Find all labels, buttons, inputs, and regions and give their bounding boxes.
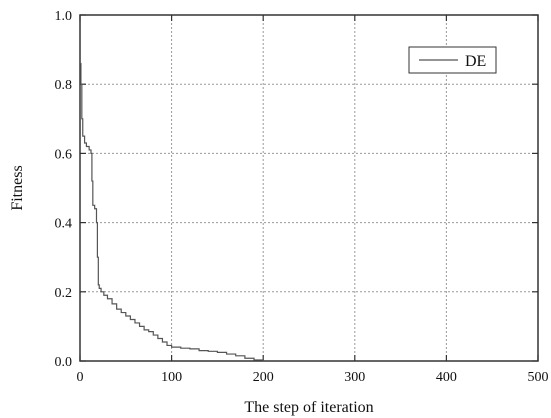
y-tick-label: 1.0: [55, 9, 73, 24]
y-axis-title: Fitness: [9, 165, 26, 210]
y-tick-label: 0.8: [55, 78, 73, 93]
x-tick-label: 100: [161, 370, 182, 385]
x-tick-label: 300: [344, 370, 365, 385]
y-tick-label: 0.4: [55, 217, 73, 232]
y-tick-labels: 0.0 0.2 0.4 0.6 0.8 1.0: [55, 9, 73, 370]
y-tick-label: 0.2: [55, 286, 73, 301]
x-axis-title: The step of iteration: [244, 399, 373, 416]
series-group: [80, 62, 264, 361]
legend-label-de: DE: [465, 53, 486, 70]
x-tick-label: 500: [528, 370, 549, 385]
x-tick-label: 400: [436, 370, 457, 385]
y-tick-label: 0.6: [55, 147, 73, 162]
plot-area-frame: [79, 14, 539, 362]
y-tick-label: 0.0: [55, 355, 73, 370]
x-tick-labels: 0 100 200 300 400 500: [77, 370, 549, 385]
x-tick-label: 200: [253, 370, 274, 385]
legend: DE: [408, 46, 497, 74]
series-line-de: [80, 62, 264, 361]
x-tick-label: 0: [77, 370, 84, 385]
